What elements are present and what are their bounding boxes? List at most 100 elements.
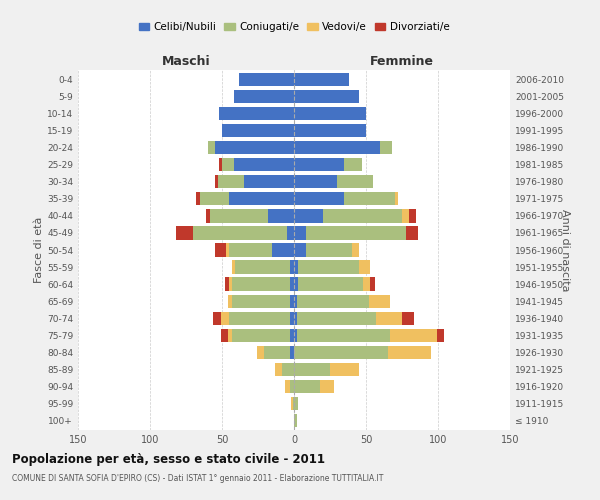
- Bar: [215, 175, 218, 188]
- Bar: [391, 328, 437, 342]
- Bar: [294, 312, 297, 325]
- Bar: [294, 278, 298, 291]
- Bar: [305, 244, 352, 256]
- Bar: [228, 328, 232, 342]
- Bar: [290, 294, 294, 308]
- Bar: [275, 363, 283, 376]
- Bar: [215, 244, 226, 256]
- Bar: [294, 158, 344, 172]
- Bar: [395, 192, 398, 205]
- Bar: [337, 175, 373, 188]
- Bar: [294, 226, 305, 239]
- Bar: [290, 312, 294, 325]
- Bar: [222, 158, 233, 172]
- Bar: [229, 192, 294, 205]
- Bar: [294, 414, 297, 428]
- Bar: [294, 192, 344, 205]
- Bar: [229, 244, 272, 256]
- Text: Maschi: Maschi: [161, 56, 211, 68]
- Bar: [272, 244, 294, 256]
- Bar: [218, 175, 244, 188]
- Bar: [211, 209, 268, 222]
- Bar: [208, 141, 215, 154]
- Bar: [291, 397, 293, 410]
- Bar: [298, 260, 359, 274]
- Bar: [402, 312, 413, 325]
- Bar: [193, 226, 287, 239]
- Bar: [294, 346, 388, 359]
- Text: COMUNE DI SANTA SOFIA D'EPIRO (CS) - Dati ISTAT 1° gennaio 2011 - Elaborazione T: COMUNE DI SANTA SOFIA D'EPIRO (CS) - Dat…: [12, 474, 383, 483]
- Bar: [232, 260, 235, 274]
- Bar: [369, 294, 391, 308]
- Bar: [222, 124, 294, 137]
- Bar: [344, 192, 395, 205]
- Bar: [228, 294, 232, 308]
- Bar: [225, 278, 229, 291]
- Bar: [235, 260, 290, 274]
- Bar: [233, 158, 294, 172]
- Bar: [290, 328, 294, 342]
- Bar: [287, 226, 294, 239]
- Bar: [294, 328, 297, 342]
- Bar: [294, 363, 330, 376]
- Bar: [305, 226, 406, 239]
- Bar: [376, 312, 402, 325]
- Bar: [363, 278, 370, 291]
- Bar: [344, 158, 362, 172]
- Bar: [388, 346, 431, 359]
- Bar: [320, 380, 334, 393]
- Bar: [294, 380, 320, 393]
- Bar: [294, 294, 297, 308]
- Bar: [352, 244, 359, 256]
- Bar: [232, 278, 290, 291]
- Bar: [298, 278, 363, 291]
- Bar: [297, 294, 369, 308]
- Bar: [221, 328, 228, 342]
- Bar: [233, 90, 294, 103]
- Bar: [214, 312, 221, 325]
- Bar: [294, 141, 380, 154]
- Bar: [290, 260, 294, 274]
- Bar: [196, 192, 200, 205]
- Y-axis label: Fasce di età: Fasce di età: [34, 217, 44, 283]
- Bar: [283, 363, 294, 376]
- Bar: [294, 175, 337, 188]
- Bar: [215, 141, 294, 154]
- Bar: [229, 312, 290, 325]
- Bar: [290, 278, 294, 291]
- Bar: [294, 397, 298, 410]
- Bar: [232, 328, 290, 342]
- Bar: [294, 209, 323, 222]
- Bar: [286, 380, 290, 393]
- Bar: [409, 209, 416, 222]
- Bar: [219, 107, 294, 120]
- Bar: [323, 209, 402, 222]
- Bar: [297, 328, 391, 342]
- Bar: [437, 328, 444, 342]
- Text: Femmine: Femmine: [370, 56, 434, 68]
- Bar: [380, 141, 392, 154]
- Bar: [359, 260, 370, 274]
- Bar: [294, 124, 366, 137]
- Legend: Celibi/Nubili, Coniugati/e, Vedovi/e, Divorziati/e: Celibi/Nubili, Coniugati/e, Vedovi/e, Di…: [134, 18, 454, 36]
- Bar: [290, 346, 294, 359]
- Bar: [370, 278, 374, 291]
- Text: Popolazione per età, sesso e stato civile - 2011: Popolazione per età, sesso e stato civil…: [12, 452, 325, 466]
- Bar: [294, 90, 359, 103]
- Bar: [257, 346, 264, 359]
- Bar: [294, 260, 298, 274]
- Bar: [330, 363, 359, 376]
- Bar: [264, 346, 290, 359]
- Bar: [219, 158, 222, 172]
- Bar: [221, 312, 229, 325]
- Bar: [229, 278, 232, 291]
- Bar: [226, 244, 229, 256]
- Bar: [293, 397, 294, 410]
- Bar: [406, 226, 418, 239]
- Bar: [294, 72, 349, 86]
- Bar: [239, 72, 294, 86]
- Bar: [294, 244, 305, 256]
- Bar: [200, 192, 229, 205]
- Bar: [290, 380, 294, 393]
- Bar: [402, 209, 409, 222]
